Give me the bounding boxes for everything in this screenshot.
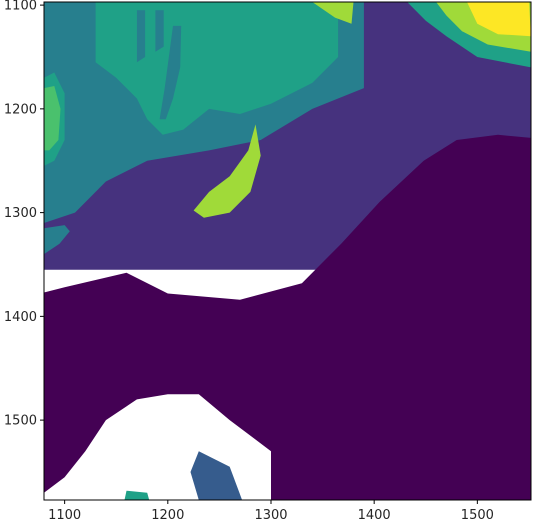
x-tick-label: 1200 (151, 508, 184, 523)
plot-frame (43, 1, 532, 501)
contour-region-5 (136, 10, 146, 63)
contour-region-12 (124, 490, 150, 500)
contour-region-16 (467, 2, 531, 37)
contour-region-8 (44, 86, 61, 151)
x-tick-label: 1400 (358, 508, 391, 523)
y-tick-label: 1400 (4, 310, 37, 325)
x-tick-label: 1500 (461, 508, 494, 523)
y-tick-label: 1500 (4, 414, 37, 429)
contour-region-11 (190, 451, 243, 500)
contour-region-10 (44, 134, 531, 500)
contour-region-13 (312, 2, 354, 24)
x-tick-label: 1300 (254, 508, 287, 523)
contour-region-2 (44, 225, 70, 255)
contour-region-7 (159, 25, 182, 120)
contour-region-6 (155, 10, 164, 52)
x-tick-label: 1100 (48, 508, 81, 523)
contour-region-9 (193, 124, 261, 218)
y-tick-label: 1200 (4, 102, 37, 117)
contour-regions (44, 2, 531, 500)
y-tick-label: 1300 (4, 206, 37, 221)
y-tick-label: 1100 (4, 0, 37, 14)
